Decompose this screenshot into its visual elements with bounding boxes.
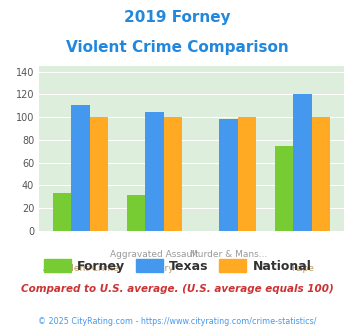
Text: Murder & Mans...: Murder & Mans... xyxy=(190,250,267,259)
Text: Rape: Rape xyxy=(291,264,314,273)
Bar xyxy=(90,117,108,231)
Text: Robbery: Robbery xyxy=(136,264,174,273)
Bar xyxy=(238,117,256,231)
Bar xyxy=(146,112,164,231)
Bar xyxy=(53,193,71,231)
Bar xyxy=(219,119,238,231)
Text: © 2025 CityRating.com - https://www.cityrating.com/crime-statistics/: © 2025 CityRating.com - https://www.city… xyxy=(38,317,317,326)
Text: Violent Crime Comparison: Violent Crime Comparison xyxy=(66,40,289,54)
Text: Aggravated Assault: Aggravated Assault xyxy=(110,250,199,259)
Bar xyxy=(164,117,182,231)
Bar xyxy=(127,195,146,231)
Text: All Violent Crime: All Violent Crime xyxy=(43,264,119,273)
Bar xyxy=(312,117,331,231)
Bar xyxy=(275,146,294,231)
Text: Compared to U.S. average. (U.S. average equals 100): Compared to U.S. average. (U.S. average … xyxy=(21,284,334,294)
Bar xyxy=(71,105,90,231)
Text: 2019 Forney: 2019 Forney xyxy=(124,10,231,25)
Legend: Forney, Texas, National: Forney, Texas, National xyxy=(39,254,316,278)
Bar xyxy=(294,94,312,231)
